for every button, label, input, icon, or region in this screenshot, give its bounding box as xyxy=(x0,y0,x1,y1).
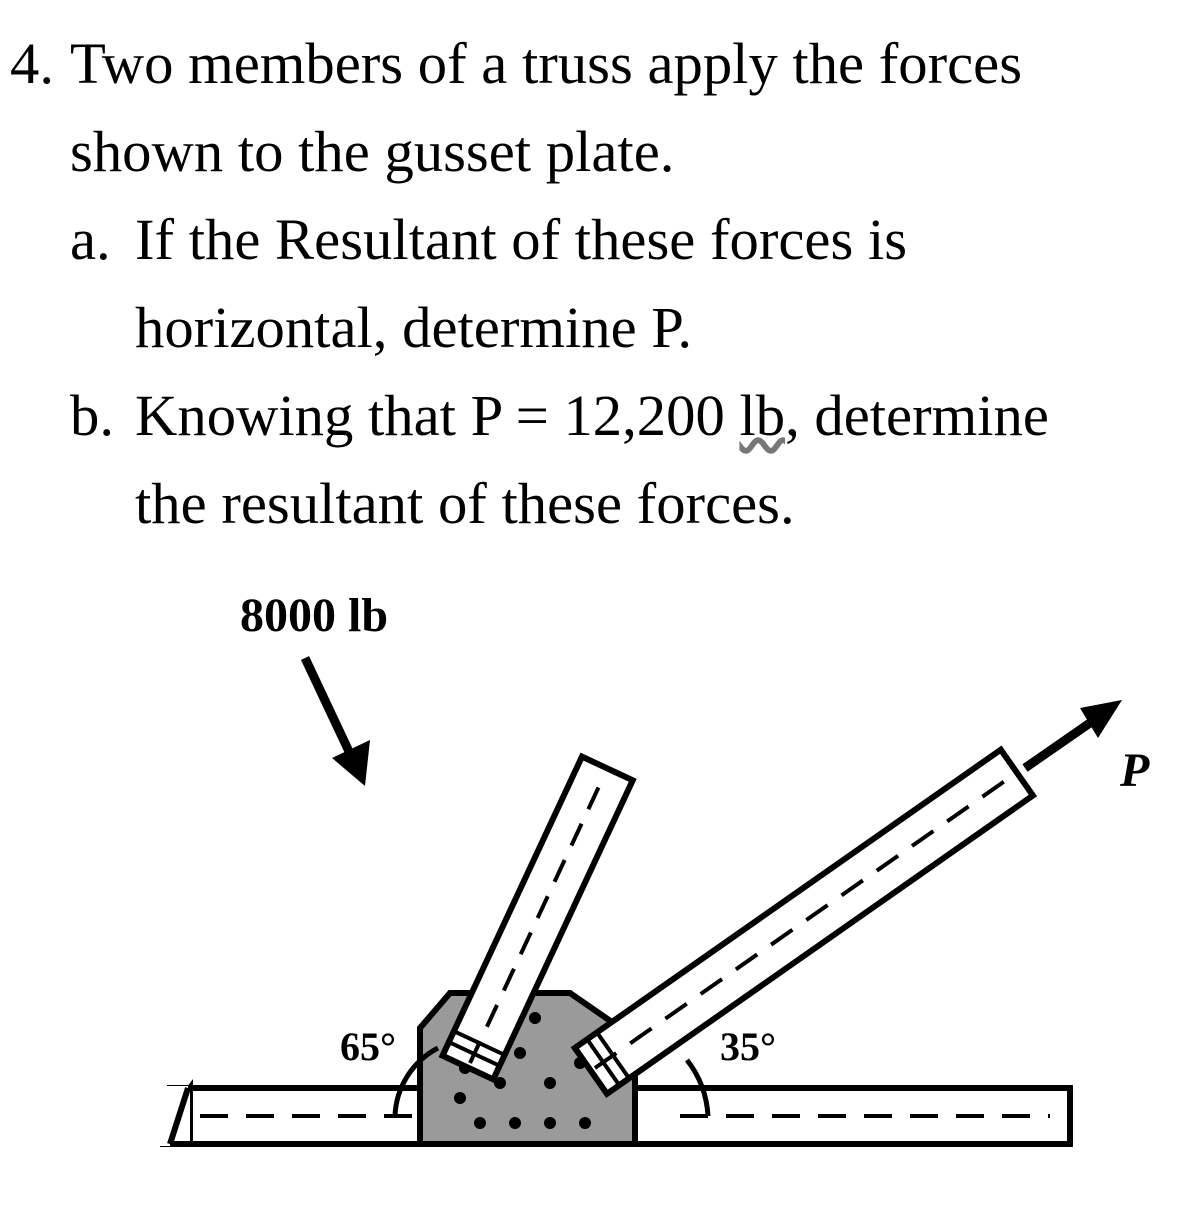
part-b-line-2: the resultant of these forces. xyxy=(135,471,795,536)
stem-line-1: Two members of a truss apply the forces xyxy=(70,20,1022,108)
problem-number: 4. xyxy=(10,20,70,108)
truss-svg xyxy=(160,608,1200,1208)
unit-lb: lb xyxy=(739,383,785,448)
part-a-letter: a. xyxy=(70,196,135,284)
force-arrow-8000-clean xyxy=(293,648,383,808)
stem-line-2: shown to the gusset plate. xyxy=(70,119,674,184)
part-b-letter: b. xyxy=(70,372,135,460)
force-8000lb-label: 8000 lb xyxy=(240,588,388,643)
part-a-line-2: horizontal, determine P. xyxy=(135,295,692,360)
angle-65-label: 65° xyxy=(340,1023,396,1070)
problem-text: 4. Two members of a truss apply the forc… xyxy=(10,20,1190,548)
part-a-line-1: If the Resultant of these forces is xyxy=(135,196,907,284)
part-b-line-1: Knowing that P = 12,200 lb, determine xyxy=(135,372,1049,460)
right-member xyxy=(575,750,1033,1094)
force-p-label: P xyxy=(1120,743,1149,798)
angle-35-label: 35° xyxy=(720,1023,776,1070)
truss-diagram: 8000 lb P 65° 35° xyxy=(160,608,1200,1208)
force-arrow-p xyxy=(1025,700,1122,768)
